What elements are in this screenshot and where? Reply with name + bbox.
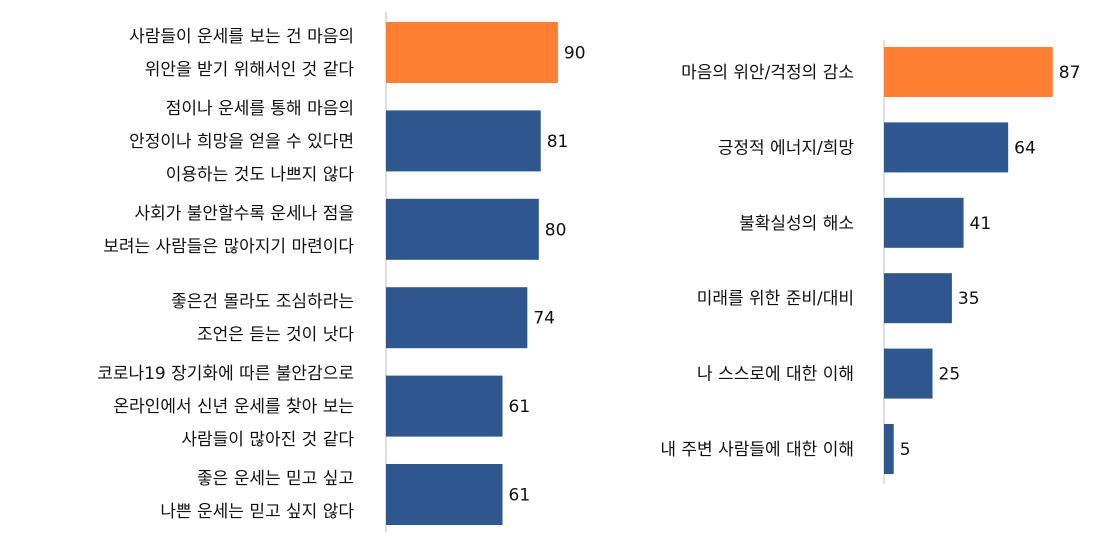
category-label: 조언은 듣는 것이 낫다 bbox=[197, 325, 354, 345]
category-label: 사람들이 많아진 것 같다 bbox=[181, 430, 354, 450]
category-label: 미래를 위한 준비/대비 bbox=[697, 289, 854, 309]
data-label: 74 bbox=[533, 309, 555, 329]
bar bbox=[884, 424, 894, 474]
category-label: 나 스스로에 대한 이해 bbox=[697, 365, 854, 385]
bar bbox=[884, 47, 1053, 97]
category-label: 안정이나 희망을 얻을 수 있다면 bbox=[129, 132, 354, 152]
category-label: 점이나 운세를 통해 마음의 bbox=[166, 99, 354, 119]
data-label: 5 bbox=[900, 440, 911, 460]
bar bbox=[884, 273, 952, 324]
right-chart-svg: 87 마음의 위안/걱정의 감소 64 긍정적 에너지/희망 41 불확실성의 해소 35 미… bbox=[660, 40, 1081, 484]
category-label: 불확실성의 해소 bbox=[739, 214, 854, 234]
category-label: 보려는 사람들은 많아지기 마련이다 bbox=[103, 237, 354, 257]
bar bbox=[386, 22, 558, 83]
category-label: 좋은 운세는 믿고 싶고 bbox=[197, 469, 354, 489]
bar bbox=[386, 110, 541, 172]
data-label: 64 bbox=[1014, 138, 1036, 158]
category-label: 좋은건 몰라도 조심하라는 bbox=[171, 292, 354, 312]
bar bbox=[884, 348, 933, 399]
category-label: 긍정적 에너지/희망 bbox=[718, 138, 855, 158]
category-label: 마음의 위안/걱정의 감소 bbox=[681, 63, 854, 83]
data-label: 41 bbox=[970, 214, 992, 234]
right-bar-chart: 87 마음의 위안/걱정의 감소 64 긍정적 에너지/희망 41 불확실성의 해소 35 미… bbox=[600, 0, 1114, 537]
category-label: 사람들이 운세를 보는 건 마음의 bbox=[129, 27, 354, 47]
category-label: 코로나19 장기화에 따른 불안감으로 bbox=[97, 364, 354, 384]
data-label: 81 bbox=[547, 132, 569, 152]
bar bbox=[386, 464, 503, 525]
data-label: 25 bbox=[939, 365, 961, 385]
bar bbox=[884, 197, 964, 248]
data-label: 61 bbox=[509, 486, 531, 506]
category-label: 내 주변 사람들에 대한 이해 bbox=[660, 440, 854, 460]
bar bbox=[386, 287, 528, 349]
data-label: 87 bbox=[1059, 63, 1081, 83]
data-label: 35 bbox=[958, 289, 980, 309]
category-label: 위안을 받기 위해서인 것 같다 bbox=[145, 60, 355, 80]
category-label: 사회가 불안할수록 운세나 점을 bbox=[134, 204, 354, 224]
category-label: 나쁜 운세는 믿고 싶지 않다 bbox=[160, 502, 354, 522]
data-label: 90 bbox=[564, 44, 586, 64]
category-label: 이용하는 것도 나쁘지 않다 bbox=[166, 165, 355, 185]
data-label: 61 bbox=[509, 397, 531, 417]
data-label: 80 bbox=[545, 220, 567, 240]
bar bbox=[884, 122, 1009, 173]
bar bbox=[386, 198, 539, 260]
bar bbox=[386, 375, 503, 437]
category-label: 온라인에서 신년 운세를 찾아 보는 bbox=[113, 397, 354, 417]
